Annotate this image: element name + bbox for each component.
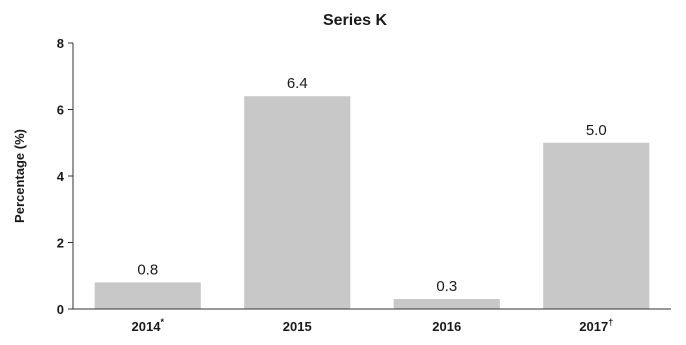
y-tick-label: 2 (57, 236, 64, 251)
x-tick-label-text: 2016 (432, 319, 461, 334)
y-axis-ticks: 0 2 4 6 8 (57, 36, 73, 317)
y-tick-label: 8 (57, 36, 64, 51)
x-axis-ticks: 2014* 2015 2016 2017† (132, 317, 614, 334)
x-tick-label-text: 2017 (579, 319, 608, 334)
x-tick-label: 2015 (283, 319, 312, 334)
footnote-marker: * (160, 317, 164, 327)
y-tick-label: 0 (57, 302, 64, 317)
data-label: 5.0 (586, 122, 607, 139)
data-labels: 0.8 6.4 0.3 5.0 (137, 75, 606, 295)
data-label: 0.3 (436, 278, 457, 295)
x-tick-label: 2017† (579, 317, 613, 334)
y-tick-label: 6 (57, 103, 64, 118)
x-tick-label-text: 2015 (283, 319, 312, 334)
footnote-marker: † (608, 317, 613, 327)
x-tick-label: 2016 (432, 319, 461, 334)
chart-title: Series K (323, 12, 387, 29)
y-tick-label: 4 (57, 169, 65, 184)
x-tick-label-text: 2014 (132, 319, 162, 334)
x-tick-label: 2014* (132, 317, 165, 334)
data-label: 6.4 (287, 75, 308, 92)
bar (244, 96, 351, 309)
data-label: 0.8 (137, 261, 158, 278)
bar (393, 299, 500, 309)
bar (94, 282, 201, 309)
y-axis-label: Percentage (%) (12, 129, 27, 223)
bar (543, 142, 650, 309)
bars (94, 96, 650, 309)
